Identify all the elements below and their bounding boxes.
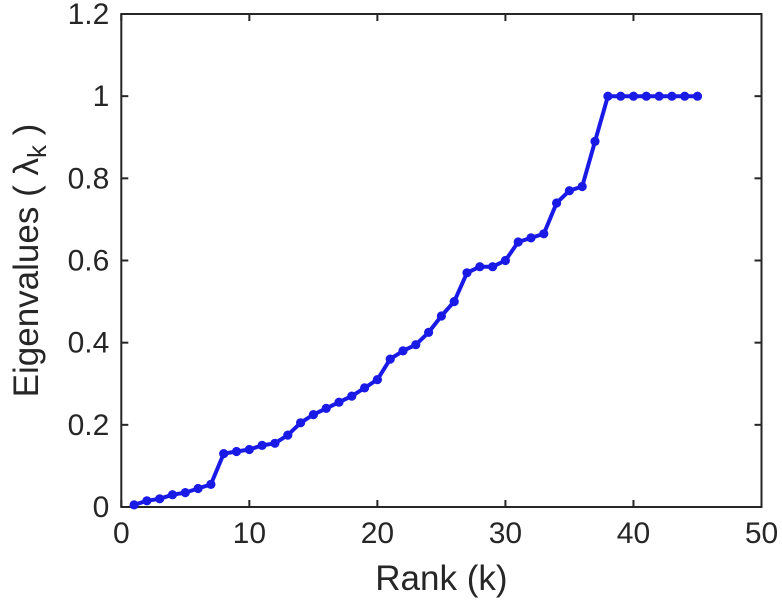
y-tick-label: 1.2 bbox=[68, 0, 110, 31]
y-tick-label: 0.2 bbox=[68, 409, 110, 442]
tick-labels: 0 10 20 30 40 50 0 0.2 0.4 0.6 0.8 1 1.2 bbox=[68, 0, 779, 550]
data-point-marker bbox=[142, 496, 152, 506]
data-point-marker bbox=[603, 91, 613, 101]
x-axis-label: Rank (k) bbox=[375, 559, 507, 598]
data-point-marker bbox=[385, 354, 395, 364]
x-tick-label: 0 bbox=[113, 517, 130, 550]
y-axis-label-subscript: k bbox=[22, 144, 52, 158]
y-tick-label: 0 bbox=[93, 491, 110, 524]
data-point-marker bbox=[129, 500, 139, 510]
y-tick-label: 0.6 bbox=[68, 245, 110, 278]
data-point-marker bbox=[475, 262, 485, 272]
data-point-marker bbox=[321, 403, 331, 413]
data-point-marker bbox=[296, 418, 306, 428]
data-point-marker bbox=[219, 449, 229, 459]
data-point-marker bbox=[424, 327, 434, 337]
data-point-marker bbox=[398, 346, 408, 356]
y-axis-label: Eigenvalues ( λk ) bbox=[7, 124, 52, 398]
x-tick-label: 40 bbox=[617, 517, 650, 550]
data-point-marker bbox=[244, 444, 254, 455]
data-point-marker bbox=[628, 91, 639, 101]
data-point-marker bbox=[411, 340, 421, 350]
x-tick-label: 30 bbox=[489, 517, 522, 550]
data-point-marker bbox=[526, 233, 536, 243]
data-point-marker bbox=[206, 479, 216, 489]
data-point-marker bbox=[488, 262, 498, 272]
tick-marks bbox=[120, 13, 763, 508]
x-tick-label: 20 bbox=[361, 517, 394, 550]
data-point-marker bbox=[577, 181, 587, 192]
data-point-marker bbox=[283, 430, 293, 440]
data-point-marker bbox=[564, 186, 575, 196]
data-point-marker bbox=[308, 410, 318, 420]
data-point-marker bbox=[590, 136, 600, 146]
data-point-marker bbox=[552, 198, 562, 208]
plot-area bbox=[120, 13, 763, 508]
data-point-marker bbox=[372, 375, 382, 385]
data-point-marker bbox=[360, 383, 370, 393]
data-point-marker bbox=[270, 438, 280, 448]
x-tick-label: 50 bbox=[745, 517, 778, 550]
axes-box bbox=[120, 13, 763, 508]
data-point-marker bbox=[449, 297, 459, 307]
data-point-marker bbox=[257, 440, 267, 450]
data-point-marker bbox=[500, 255, 510, 266]
y-axis-label-text: Eigenvalues ( λ bbox=[7, 158, 46, 398]
data-point-marker bbox=[334, 397, 344, 407]
data-point-marker bbox=[462, 268, 472, 278]
data-point-marker bbox=[654, 91, 664, 101]
data-point-marker bbox=[347, 391, 357, 401]
data-point-marker bbox=[436, 311, 446, 321]
data-point-marker bbox=[231, 446, 242, 457]
data-point-marker bbox=[513, 237, 523, 247]
x-tick-label: 10 bbox=[233, 517, 266, 550]
data-point-marker bbox=[193, 483, 203, 494]
y-tick-label: 0.8 bbox=[68, 162, 110, 195]
data-point-marker bbox=[641, 91, 651, 101]
data-point-marker bbox=[539, 229, 549, 239]
data-point-marker bbox=[692, 91, 703, 101]
y-tick-label: 1 bbox=[93, 80, 110, 113]
data-point-marker bbox=[155, 494, 165, 504]
data-point-marker bbox=[180, 488, 190, 498]
y-axis-label-suffix: ) bbox=[7, 124, 46, 145]
series-group bbox=[129, 91, 703, 510]
data-point-marker bbox=[667, 91, 677, 101]
y-tick-label: 0.4 bbox=[68, 327, 110, 360]
data-point-marker bbox=[616, 91, 626, 101]
data-point-marker bbox=[680, 91, 690, 101]
data-point-marker bbox=[167, 490, 178, 500]
